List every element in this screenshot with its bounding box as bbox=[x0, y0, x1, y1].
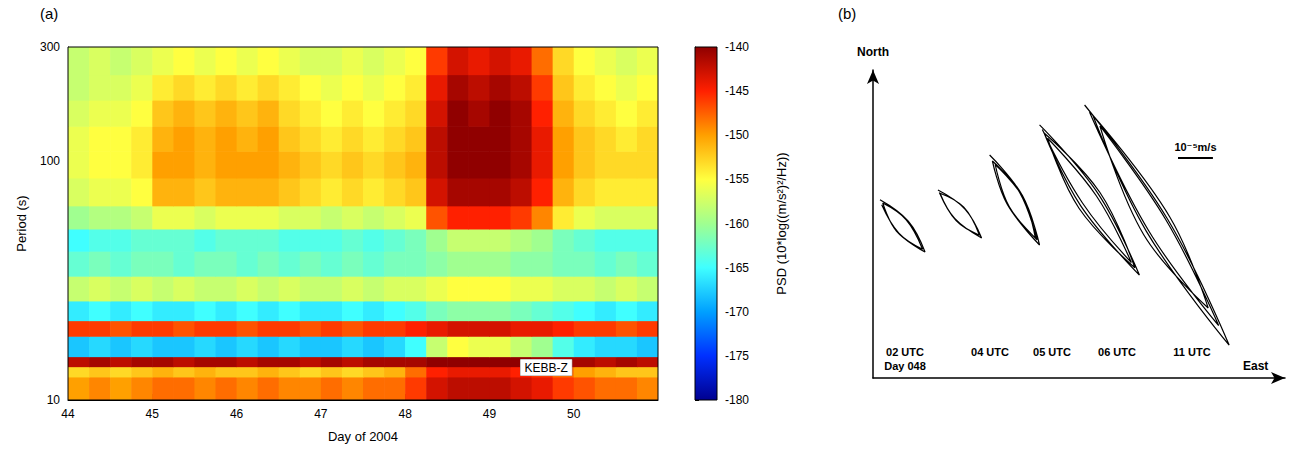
svg-text:-170: -170 bbox=[725, 305, 749, 319]
svg-text:-150: -150 bbox=[725, 128, 749, 142]
svg-text:05 UTC: 05 UTC bbox=[1033, 346, 1071, 358]
svg-text:300: 300 bbox=[40, 40, 60, 54]
svg-text:02 UTC: 02 UTC bbox=[886, 346, 924, 358]
svg-text:-180: -180 bbox=[725, 393, 749, 407]
svg-text:-160: -160 bbox=[725, 217, 749, 231]
svg-text:50: 50 bbox=[567, 407, 581, 421]
svg-text:-140: -140 bbox=[725, 40, 749, 54]
svg-text:-145: -145 bbox=[725, 84, 749, 98]
svg-text:44: 44 bbox=[61, 407, 75, 421]
svg-text:(b): (b) bbox=[838, 5, 856, 22]
svg-text:East: East bbox=[1243, 359, 1268, 373]
svg-text:49: 49 bbox=[483, 407, 497, 421]
svg-text:11 UTC: 11 UTC bbox=[1173, 346, 1210, 358]
svg-text:100: 100 bbox=[40, 154, 60, 168]
svg-text:Period (s): Period (s) bbox=[14, 195, 29, 251]
svg-text:PSD (10*log((m/s²)²/Hz)): PSD (10*log((m/s²)²/Hz)) bbox=[774, 152, 789, 294]
svg-text:45: 45 bbox=[146, 407, 160, 421]
svg-text:04 UTC: 04 UTC bbox=[971, 346, 1009, 358]
svg-text:46: 46 bbox=[230, 407, 244, 421]
svg-text:47: 47 bbox=[314, 407, 328, 421]
svg-text:-165: -165 bbox=[725, 261, 749, 275]
svg-text:-175: -175 bbox=[725, 349, 749, 363]
svg-text:KEBB-Z: KEBB-Z bbox=[525, 361, 568, 375]
svg-text:10: 10 bbox=[47, 393, 61, 407]
svg-text:06 UTC: 06 UTC bbox=[1098, 346, 1136, 358]
svg-text:-155: -155 bbox=[725, 172, 749, 186]
svg-text:48: 48 bbox=[398, 407, 412, 421]
svg-text:10⁻⁵m/s: 10⁻⁵m/s bbox=[1174, 141, 1216, 153]
svg-text:(a): (a) bbox=[40, 5, 58, 22]
svg-text:Day 048: Day 048 bbox=[884, 360, 926, 372]
svg-text:North: North bbox=[857, 45, 889, 59]
svg-text:Day of 2004: Day of 2004 bbox=[328, 429, 398, 444]
